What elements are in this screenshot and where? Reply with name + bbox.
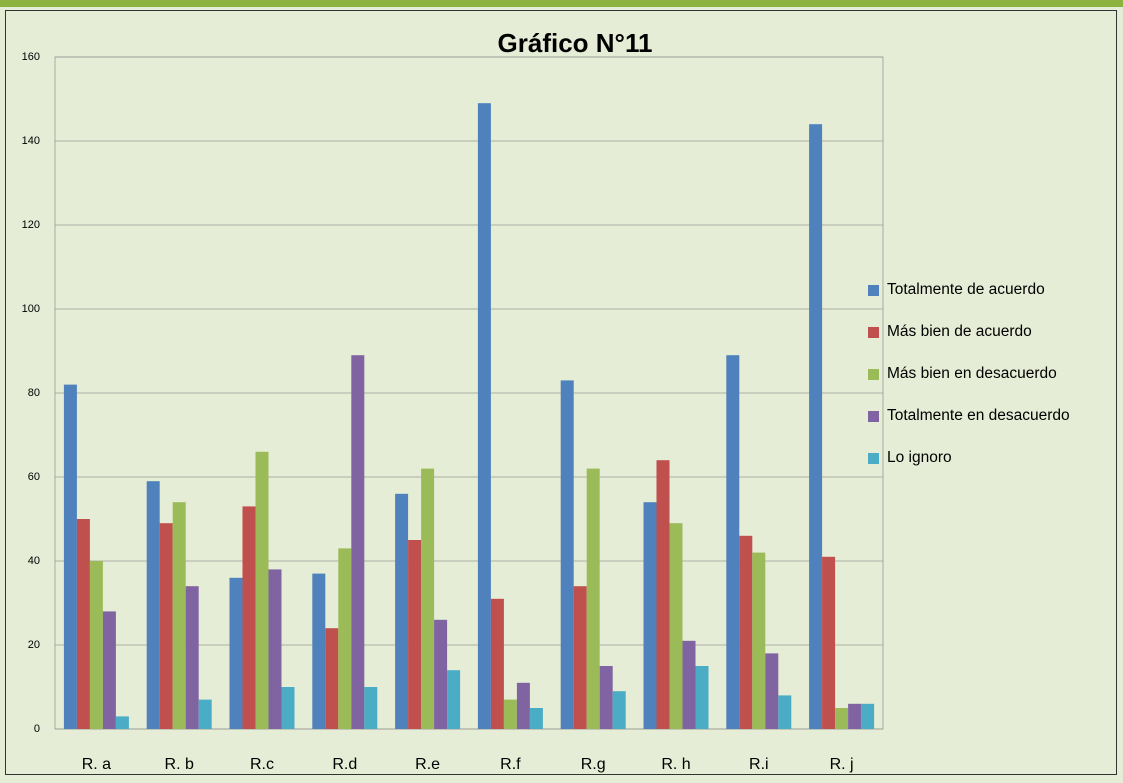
bar [408,540,422,729]
legend-label: Lo ignoro [887,449,952,466]
y-tick-label: 80 [28,387,40,399]
y-tick-label: 60 [28,471,40,483]
legend-item: Lo ignoro [868,448,1118,490]
legend-label: Totalmente en desacuerdo [887,407,1070,424]
bar [643,502,657,729]
y-tick-label: 40 [28,555,40,567]
y-tick-label: 120 [22,219,40,231]
bar [159,523,173,729]
bar [447,670,461,729]
bar [268,569,282,729]
bar [102,611,116,729]
bar [146,481,160,729]
bar [89,561,103,729]
x-tick-label: R. a [82,756,111,773]
bar [778,695,792,729]
bar [338,548,352,729]
x-tick-label: R. j [830,756,854,773]
x-tick-label: R. b [165,756,194,773]
chart-title: Gráfico N°11 [498,28,653,58]
legend-item: Totalmente en desacuerdo [868,406,1118,448]
bar [752,552,766,729]
bar [76,519,90,729]
bar [281,687,295,729]
bar [573,586,587,729]
bar [503,699,517,729]
y-tick-label: 20 [28,639,40,651]
bar [185,586,199,729]
y-tick-label: 0 [34,723,40,735]
bar [586,468,600,729]
legend-item: Más bien de acuerdo [868,322,1118,364]
x-tick-label: R.c [250,756,274,773]
bar [835,708,849,729]
bar [682,640,696,729]
bar [529,708,543,729]
legend-label: Más bien en desacuerdo [887,365,1057,382]
bar [848,703,862,729]
bar [599,666,613,729]
bar [395,493,409,729]
x-tick-label: R.f [500,756,521,773]
bar [198,699,212,729]
legend-label: Más bien de acuerdo [887,323,1032,340]
bar [477,103,491,729]
bar [490,598,504,729]
legend-item: Más bien en desacuerdo [868,364,1118,406]
x-tick-label: R.d [332,756,357,773]
legend-swatch [868,285,879,296]
legend-item: Totalmente de acuerdo [868,280,1118,322]
bar [861,703,875,729]
x-tick-label: R.g [581,756,606,773]
legend-swatch [868,453,879,464]
x-tick-label: R. h [661,756,690,773]
bar [822,556,836,729]
bar [242,506,256,729]
bar [325,628,339,729]
bar [726,355,740,729]
bar [695,666,709,729]
bar [669,523,683,729]
top-bar [0,0,1123,7]
y-tick-label: 100 [22,303,40,315]
x-tick-label: R.i [749,756,769,773]
bar [612,691,626,729]
y-tick-label: 160 [22,51,40,63]
bar [364,687,378,729]
bar [809,124,823,729]
legend-swatch [868,369,879,380]
x-tick-label: R.e [415,756,440,773]
y-tick-label: 140 [22,135,40,147]
bar [63,384,77,729]
legend: Totalmente de acuerdo Más bien de acuerdo… [868,280,1118,490]
bar [351,355,365,729]
chart-border [5,10,1117,775]
bar [312,573,326,729]
bar [115,716,129,729]
bar [255,451,269,729]
legend-swatch [868,411,879,422]
bar [229,577,243,729]
bar [560,380,574,729]
legend-swatch [868,327,879,338]
legend-label: Totalmente de acuerdo [887,281,1045,298]
bar [434,619,448,729]
bar [765,653,779,729]
bar [656,460,670,729]
bar [172,502,186,729]
bar [739,535,753,729]
bar [421,468,435,729]
bar [516,682,530,729]
